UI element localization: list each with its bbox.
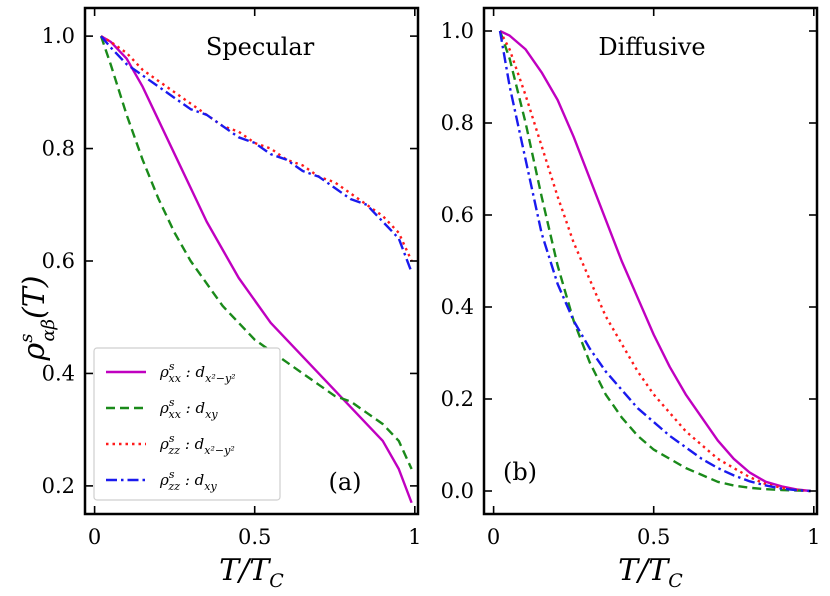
panel-specular: 0 0.5 1 0.2 0.4 0.6 0.8 1.0 Specular (a) T/TC ρ…: [42, 6, 421, 592]
panel-diffusive-y-tick-label: 0.8: [441, 111, 474, 135]
legend-label-part: xx: [168, 408, 181, 421]
legend-label-part: xy: [204, 480, 217, 493]
panel-specular-x-tick-label: 0.5: [238, 525, 271, 549]
legend-label-part: zz: [167, 480, 180, 493]
legend-label-part: s: [169, 360, 175, 373]
panel-diffusive-line-rho-xx-dxy: [498, 30, 811, 493]
panel-diffusive-ticks: 0 0.5 1 0.0 0.2 0.4 0.6 0.8 1.0: [441, 8, 820, 549]
panel-specular-title: Specular: [206, 33, 315, 61]
legend-label-part: xy: [205, 408, 218, 421]
legend-label-part: : d: [180, 471, 204, 489]
panel-diffusive-x-axis-label: T/TC: [618, 553, 683, 592]
legend-label-part: : d: [181, 399, 205, 417]
panel-diffusive-y-tick-label: 0.2: [441, 387, 474, 411]
panel-diffusive-x-tick-label: 0: [487, 525, 500, 549]
panel-diffusive: 0 0.5 1 0.0 0.2 0.4 0.6 0.8 1.0 Diffusive (b) T/…: [441, 6, 820, 592]
legend-label-part: s: [169, 432, 175, 445]
legend-label-part: ρ: [159, 363, 169, 381]
panel-specular-y-tick-label: 1.0: [42, 24, 75, 48]
panel-specular-x-tick-label: 1: [408, 525, 421, 549]
panel-diffusive-frame: [482, 6, 819, 516]
panel-specular-x-tick-label: 0: [88, 525, 101, 549]
legend-label-part: x²−y²: [205, 372, 235, 385]
y-axis-label-sup: s: [16, 334, 37, 343]
panel-specular-line-rho-xx-dx2y2: [100, 35, 413, 504]
y-axis-label-main: ρ: [17, 342, 52, 361]
panel-diffusive-y-tick-label: 1.0: [441, 19, 474, 43]
legend-label-part: x²−y²: [204, 444, 234, 457]
legend-label-part: zz: [167, 444, 180, 457]
panel-specular-x-axis-label-sub: C: [269, 570, 284, 592]
legend-label-part: ρ: [159, 399, 169, 417]
legend-label-part: s: [169, 396, 175, 409]
panel-diffusive-series: [498, 29, 811, 493]
legend-label-part: s: [169, 468, 175, 481]
panel-specular-line-rho-xx-dxy: [99, 35, 413, 470]
panel-specular-tag: (a): [328, 468, 361, 496]
legend-label-rho-zz-dx2y2: ρs zz : dx²−y²: [159, 432, 235, 457]
panel-diffusive-x-axis-label-sub: C: [668, 570, 683, 592]
legend-label-rho-xx-dx2y2: ρs xx : dx²−y²: [159, 360, 236, 385]
panel-diffusive-x-axis-label-main: T/T: [618, 553, 670, 588]
panel-specular-y-tick-label: 0.4: [42, 361, 75, 385]
y-axis-label-sub: αβ: [38, 319, 59, 342]
panel-specular-ticks: 0 0.5 1 0.2 0.4 0.6 0.8 1.0: [42, 8, 421, 549]
panel-specular-x-axis-label: T/TC: [219, 553, 284, 592]
y-axis-label: ρsαβ(T): [16, 276, 59, 362]
panel-diffusive-x-tick-label: 0.5: [637, 525, 670, 549]
panel-specular-y-tick-label: 0.2: [42, 474, 75, 498]
panel-diffusive-y-tick-label: 0.4: [441, 295, 474, 319]
panel-diffusive-y-tick-label: 0.6: [441, 203, 474, 227]
legend-label-part: xx: [168, 372, 181, 385]
panel-diffusive-tag: (b): [503, 458, 537, 486]
panel-specular-line-rho-zz-dxy: [100, 35, 413, 273]
legend-label-rho-xx-dxy: ρs xx : dxy: [159, 396, 218, 421]
legend-label-part: ρ: [159, 471, 169, 489]
panel-diffusive-line-rho-zz-dxy: [498, 30, 811, 493]
panel-specular-line-rho-zz-dx2y2: [100, 35, 413, 262]
panel-diffusive-title: Diffusive: [598, 33, 705, 61]
panel-specular-series: [99, 35, 413, 504]
panel-specular-y-tick-label: 0.8: [42, 137, 75, 161]
panel-specular-x-axis-label-main: T/T: [219, 553, 271, 588]
legend-label-part: : d: [180, 435, 204, 453]
panel-diffusive-line-rho-xx-dx2y2: [499, 29, 811, 493]
legend-box: [93, 347, 281, 501]
legend-label-part: ρ: [159, 435, 169, 453]
legend-label-part: : d: [181, 363, 205, 381]
panel-diffusive-x-tick-label: 1: [807, 525, 820, 549]
panel-diffusive-y-tick-label: 0.0: [441, 479, 474, 503]
legend-label-rho-zz-dxy: ρs zz : dxy: [159, 468, 217, 493]
y-axis-label-tail: (T): [17, 276, 52, 319]
panel-specular-y-tick-label: 0.6: [42, 249, 75, 273]
